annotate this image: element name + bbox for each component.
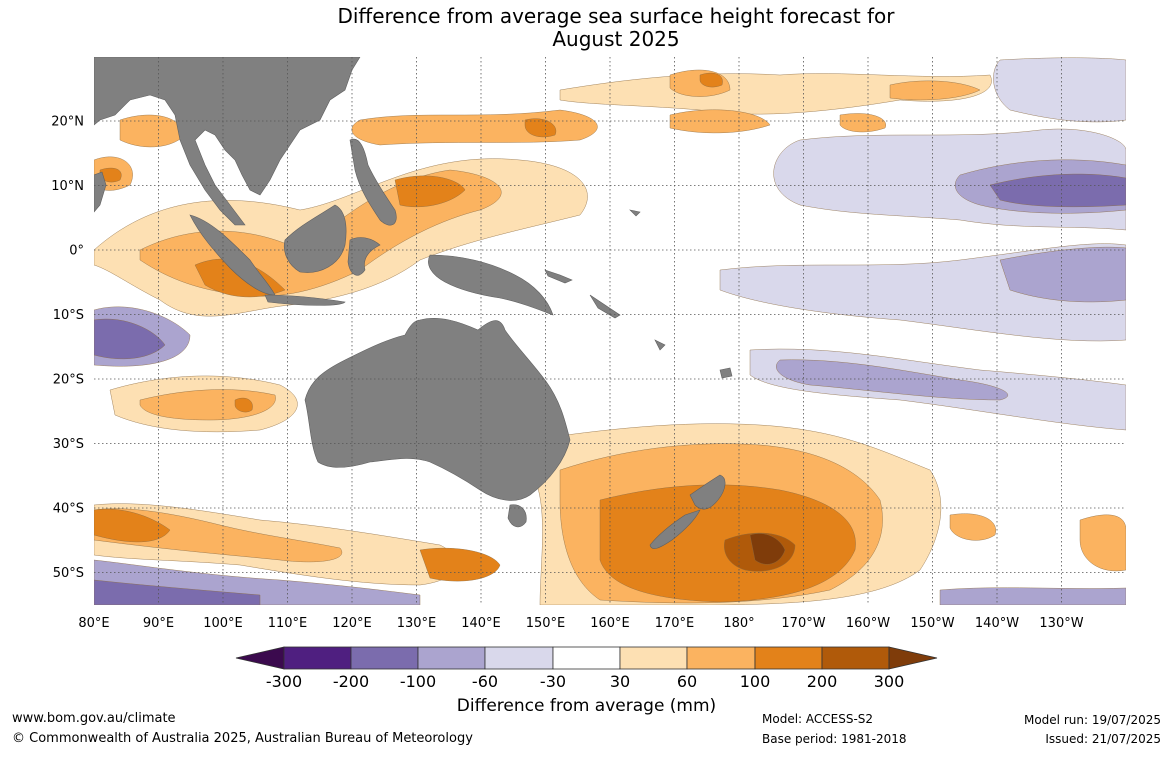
colorbar-min-arrow <box>235 646 285 670</box>
lat-label: 50°S <box>53 566 84 581</box>
lat-label: 20°S <box>53 373 84 388</box>
lon-label: 120°E <box>332 616 372 631</box>
map-plot-area <box>94 57 1126 605</box>
colorbar-segment <box>350 646 419 670</box>
lon-label: 160°W <box>846 616 890 631</box>
lon-label: 100°E <box>203 616 243 631</box>
colorbar-tick-label: -300 <box>266 672 302 691</box>
colorbar-tick-label: 30 <box>610 672 630 691</box>
colorbar-tick-label: -60 <box>472 672 498 691</box>
colorbar-tick-label: -200 <box>333 672 369 691</box>
map-title-line1: Difference from average sea surface heig… <box>337 4 895 28</box>
lat-label: 30°S <box>53 437 84 452</box>
lon-label: 180° <box>723 616 754 631</box>
colorbar-labels: -300 -200 -100 -60 -30 30 60 100 200 300 <box>266 672 904 691</box>
land-masses <box>94 57 733 549</box>
colorbar-max-arrow <box>888 646 938 670</box>
new-zealand-land <box>689 474 726 510</box>
lon-label: 160°E <box>590 616 630 631</box>
footer-base-period: Base period: 1981-2018 <box>762 732 907 746</box>
lat-label: 10°S <box>53 308 84 323</box>
lat-label: 40°S <box>53 502 84 517</box>
lon-label: 140°W <box>975 616 1019 631</box>
footer-url: www.bom.gov.au/climate <box>12 711 176 726</box>
lon-label: 170°W <box>781 616 825 631</box>
colorbar-tick-label: 100 <box>740 672 771 691</box>
colorbar-segment <box>619 646 688 670</box>
colorbar-segment <box>283 646 352 670</box>
colorbar-segment <box>552 646 621 670</box>
colorbar <box>235 646 938 670</box>
colorbar-tick-label: 300 <box>874 672 905 691</box>
lon-label: 110°E <box>268 616 308 631</box>
new-guinea-land <box>428 254 554 316</box>
colorbar-segment <box>484 646 554 670</box>
lon-label: 130°E <box>397 616 437 631</box>
footer-issued: Issued: 21/07/2025 <box>1045 732 1161 746</box>
lat-label: 20°N <box>51 115 84 130</box>
asia-land <box>94 57 361 226</box>
longitude-labels: 80°E 90°E 100°E 110°E 120°E 130°E 140°E … <box>78 616 1083 631</box>
map-gridlines <box>94 57 1126 605</box>
colorbar-segment <box>686 646 756 670</box>
colorbar-tick-label: 60 <box>677 672 697 691</box>
colorbar-segment <box>821 646 890 670</box>
footer-copyright: © Commonwealth of Australia 2025, Austra… <box>12 731 473 746</box>
colorbar-segment <box>417 646 486 670</box>
lon-label: 80°E <box>78 616 109 631</box>
map-title-line2: August 2025 <box>552 27 680 51</box>
lon-label: 130°W <box>1039 616 1083 631</box>
lon-label: 90°E <box>143 616 174 631</box>
lon-label: 150°E <box>526 616 566 631</box>
colorbar-segment <box>754 646 823 670</box>
borneo-land <box>283 204 347 273</box>
tasmania-land <box>507 504 527 528</box>
lon-label: 140°E <box>461 616 501 631</box>
anomaly-field <box>94 57 1126 605</box>
colorbar-tick-label: -100 <box>400 672 436 691</box>
philippines-land <box>349 138 397 226</box>
colorbar-tick-label: -30 <box>540 672 566 691</box>
lat-label: 0° <box>69 244 84 259</box>
lat-label: 10°N <box>51 179 84 194</box>
colorbar-tick-label: 200 <box>807 672 838 691</box>
australia-land <box>304 318 571 501</box>
latitude-labels: 20°N 10°N 0° 10°S 20°S 30°S 40°S 50°S <box>51 115 84 582</box>
java-land <box>264 294 346 306</box>
footer-model-run: Model run: 19/07/2025 <box>1023 713 1161 727</box>
lon-label: 150°W <box>910 616 954 631</box>
sulawesi-land <box>347 237 381 276</box>
map-title: Difference from average sea surface heig… <box>0 4 1173 52</box>
footer-model: Model: ACCESS-S2 <box>762 712 874 726</box>
lon-label: 170°E <box>655 616 695 631</box>
colorbar-title: Difference from average (mm) <box>456 696 717 716</box>
